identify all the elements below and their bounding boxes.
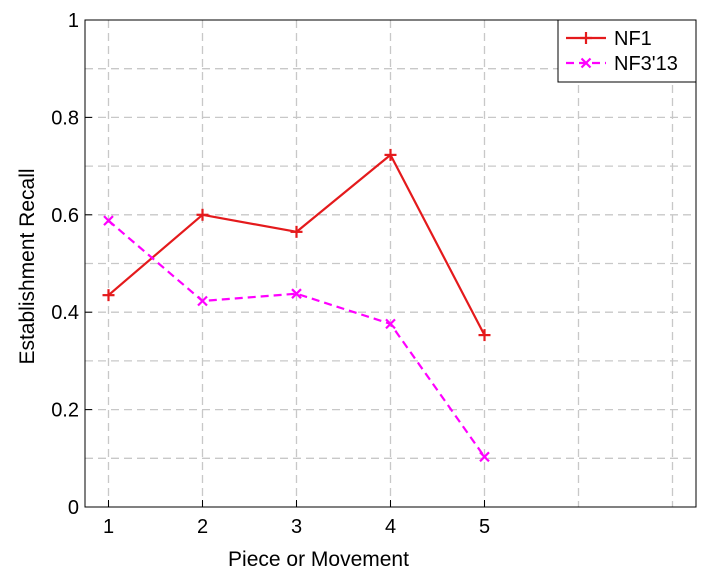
data-point-series-2 bbox=[291, 288, 302, 299]
x-tick-label: 5 bbox=[479, 516, 490, 538]
data-point-series-2 bbox=[479, 451, 490, 463]
data-point-series-2 bbox=[385, 318, 396, 330]
data-point-series-1 bbox=[478, 329, 491, 342]
data-point-series-1 bbox=[384, 148, 397, 161]
x-axis-label: Piece or Movement bbox=[228, 548, 409, 571]
y-axis-label: Establishment Recall bbox=[16, 168, 39, 364]
data-point-series-2 bbox=[197, 295, 208, 307]
legend: NF1 NF3'13 bbox=[557, 19, 697, 83]
x-tick-label: 3 bbox=[291, 516, 302, 538]
series-line-2 bbox=[107, 219, 486, 458]
x-tick-label: 4 bbox=[385, 516, 396, 538]
y-tick-label: 0 bbox=[68, 497, 79, 519]
series-group bbox=[102, 148, 491, 463]
legend-marker bbox=[580, 57, 592, 69]
grid bbox=[85, 20, 696, 507]
data-point-series-2 bbox=[103, 215, 114, 226]
legend-label: NF3'13 bbox=[614, 53, 678, 75]
y-tick-label: 0.2 bbox=[51, 400, 79, 422]
data-point-series-1 bbox=[102, 289, 115, 302]
y-tick-label: 1 bbox=[68, 10, 79, 32]
x-tick-label: 2 bbox=[197, 516, 208, 538]
data-point-series-1 bbox=[196, 208, 209, 221]
y-tick-label: 0.8 bbox=[51, 107, 79, 129]
x-tick-label: 1 bbox=[103, 516, 114, 538]
data-point-series-1 bbox=[290, 225, 303, 238]
legend-box bbox=[557, 19, 697, 83]
y-tick-label: 0.4 bbox=[51, 302, 79, 324]
y-tick-label: 0.6 bbox=[51, 205, 79, 227]
legend-marker bbox=[580, 32, 592, 44]
axis-ticks: 0 0.2 0.4 0.6 0.8 1 1 2 3 4 5 bbox=[51, 10, 490, 538]
legend-label: NF1 bbox=[614, 28, 652, 50]
